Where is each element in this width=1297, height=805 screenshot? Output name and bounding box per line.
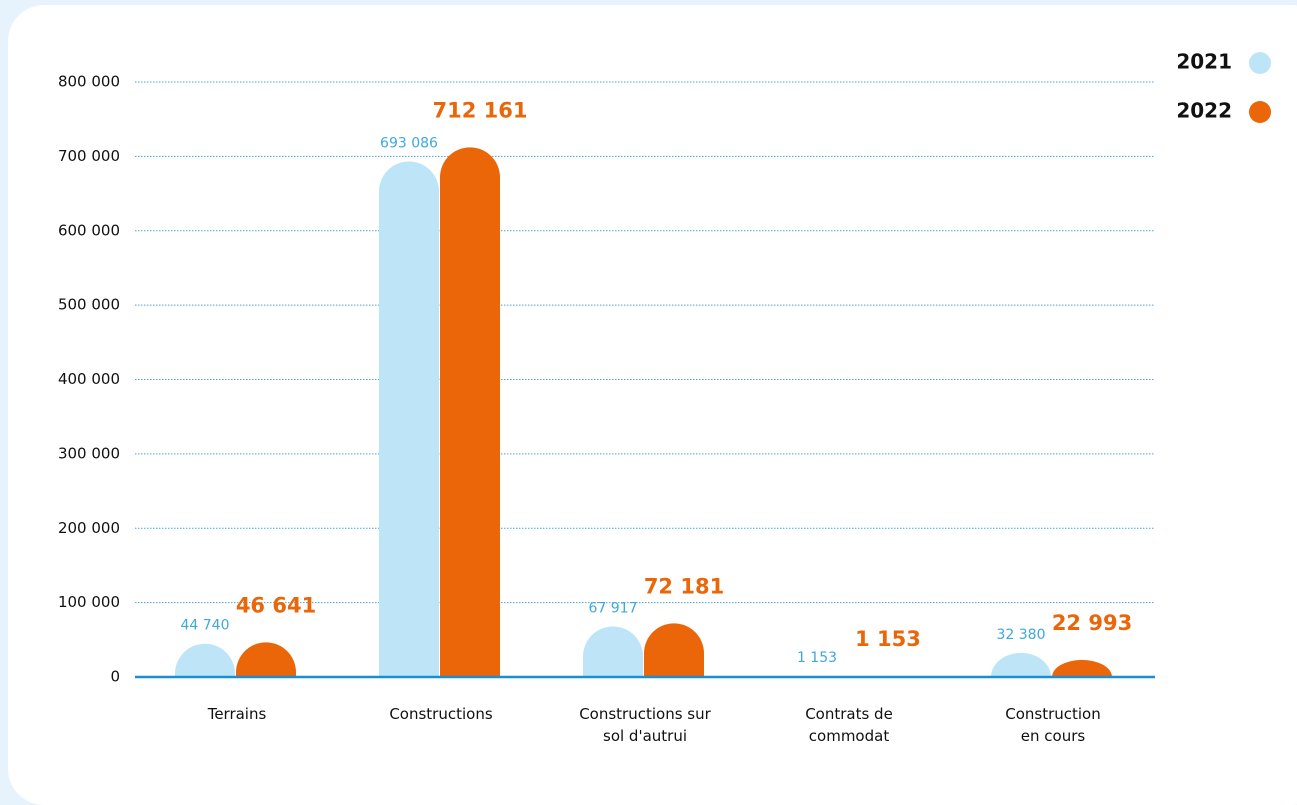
legend-label: 2021 [1176, 50, 1232, 74]
bar [991, 652, 1051, 677]
bar [1052, 659, 1112, 677]
value-label: 67 917 [589, 600, 638, 616]
x-tick-line: en cours [1021, 727, 1086, 745]
x-tick-label: Contrats de commodat [805, 705, 893, 745]
x-tick-label: Constructions sur sol d'autrui [579, 705, 711, 745]
value-label: 712 161 [433, 98, 528, 122]
x-tick-line: Constructions [389, 705, 493, 723]
bar [440, 147, 500, 677]
bar [236, 642, 296, 677]
y-tick-label: 700 000 [58, 147, 120, 165]
value-label: 1 153 [855, 627, 921, 651]
value-label: 32 380 [997, 627, 1046, 643]
y-tick-label: 100 000 [58, 593, 120, 611]
legend-label: 2022 [1176, 99, 1232, 123]
chart: 0 100 000 200 000 300 000 400 000 500 000 600 … [58, 50, 1271, 745]
y-tick-label: 600 000 [58, 221, 120, 239]
page: {"chart_data": { "type": "bar", "categor… [8, 5, 1297, 805]
x-tick-line: Terrains [207, 705, 267, 723]
y-tick-label: 800 000 [58, 73, 120, 91]
value-label: 22 993 [1052, 611, 1132, 635]
value-label: 72 181 [644, 574, 724, 598]
x-tick-line: commodat [809, 727, 890, 745]
bar [583, 626, 643, 677]
x-tick-label: Constructions [389, 705, 493, 723]
y-tick-label: 200 000 [58, 519, 120, 537]
bar [175, 643, 236, 677]
value-label: 46 641 [236, 593, 316, 617]
value-label: 44 740 [181, 618, 230, 634]
bar [644, 623, 704, 677]
x-tick-line: sol d'autrui [603, 727, 687, 745]
x-tick-line: Constructions sur [579, 705, 711, 723]
y-tick-label: 300 000 [58, 444, 120, 462]
x-tick-line: Contrats de [805, 705, 893, 723]
legend-swatch [1249, 101, 1271, 123]
value-label: 1 153 [797, 650, 837, 666]
value-label: 693 086 [380, 136, 438, 152]
x-tick-label: Construction en cours [1005, 705, 1101, 745]
y-tick-label: 500 000 [58, 296, 120, 314]
bar [379, 161, 439, 678]
legend-swatch [1249, 52, 1271, 74]
x-tick-label: Terrains [207, 705, 267, 723]
x-tick-line: Construction [1005, 705, 1101, 723]
y-tick-label: 0 [110, 668, 120, 686]
y-tick-label: 400 000 [58, 370, 120, 388]
